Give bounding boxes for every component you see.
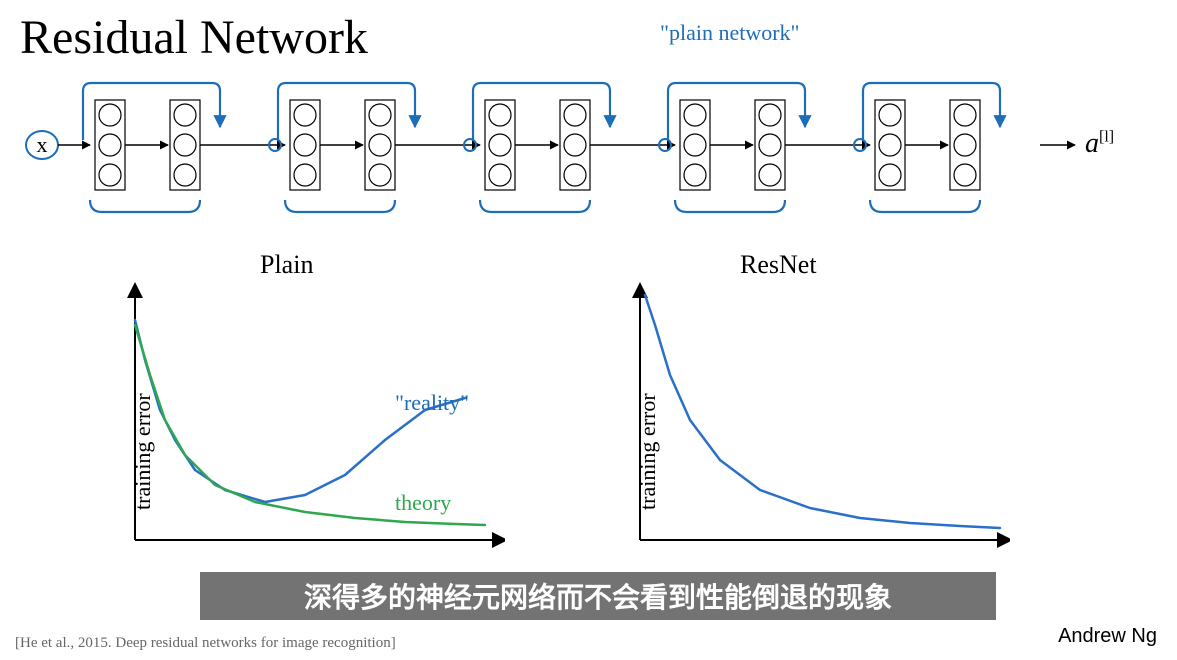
neuron <box>294 134 316 156</box>
network-diagram: x <box>20 75 1140 225</box>
author-name: Andrew Ng <box>1058 625 1157 648</box>
neuron <box>684 104 706 126</box>
neuron <box>294 104 316 126</box>
neuron <box>879 104 901 126</box>
neuron <box>294 164 316 186</box>
block-bracket <box>90 200 200 212</box>
neuron <box>564 104 586 126</box>
slide-title: Residual Network <box>20 10 368 65</box>
neuron <box>369 164 391 186</box>
neuron <box>759 164 781 186</box>
output-label: a[l] <box>1085 128 1114 160</box>
block-bracket <box>285 200 395 212</box>
neuron <box>489 164 511 186</box>
resnet-chart <box>610 280 1010 570</box>
neuron <box>759 104 781 126</box>
neuron <box>684 134 706 156</box>
neuron <box>174 104 196 126</box>
neuron <box>99 164 121 186</box>
neuron <box>489 134 511 156</box>
neuron <box>174 164 196 186</box>
citation-text: [He et al., 2015. Deep residual networks… <box>15 635 396 652</box>
neuron <box>369 104 391 126</box>
neuron <box>684 164 706 186</box>
neuron <box>564 134 586 156</box>
neuron <box>879 134 901 156</box>
neuron <box>369 134 391 156</box>
neuron <box>879 164 901 186</box>
neuron <box>174 134 196 156</box>
block-bracket <box>870 200 980 212</box>
subtitle-caption: 深得多的神经元网络而不会看到性能倒退的现象 <box>200 572 996 620</box>
plain-network-handwriting: "plain network" <box>660 20 800 46</box>
neuron <box>759 134 781 156</box>
theory-handwriting: theory <box>395 490 451 516</box>
plain-chart-title: Plain <box>260 250 313 280</box>
neuron <box>99 134 121 156</box>
block-bracket <box>480 200 590 212</box>
resnet-chart-title: ResNet <box>740 250 817 280</box>
reality-handwriting: "reality" <box>395 390 469 416</box>
input-label: x <box>37 132 48 157</box>
plain-chart <box>105 280 505 570</box>
neuron <box>489 104 511 126</box>
neuron <box>99 104 121 126</box>
chart-line-resnet <box>645 295 1000 528</box>
neuron <box>954 134 976 156</box>
neuron <box>954 164 976 186</box>
neuron <box>564 164 586 186</box>
neuron <box>954 104 976 126</box>
block-bracket <box>675 200 785 212</box>
